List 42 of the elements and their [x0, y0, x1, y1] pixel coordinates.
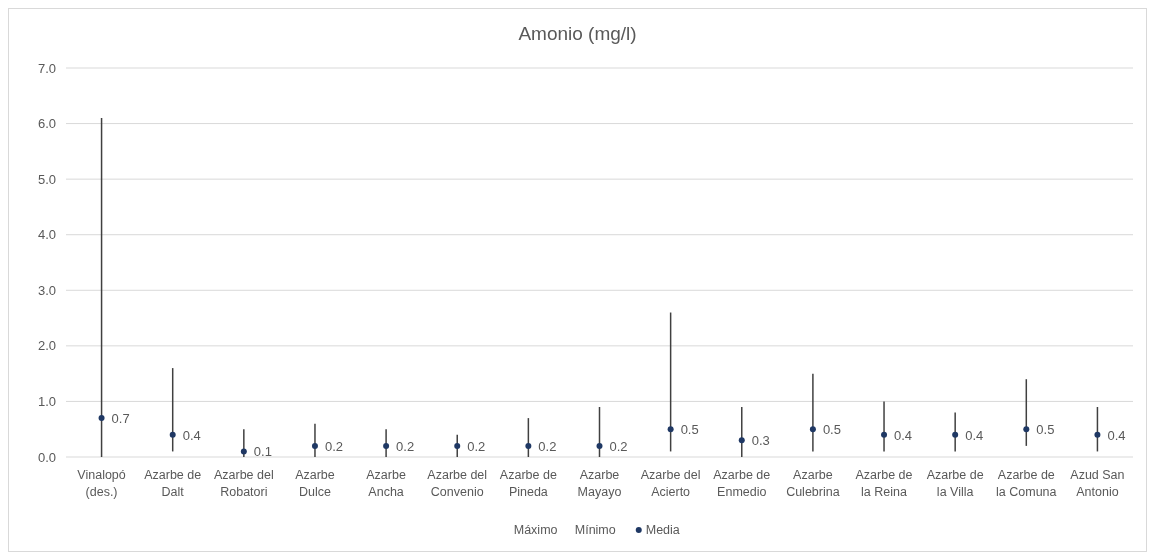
y-tick-label: 5.0	[37, 171, 56, 187]
x-tick-label: Azarbe de Pineda	[499, 468, 557, 499]
data-label: 0.1	[253, 444, 272, 460]
data-label: 0.4	[894, 427, 913, 443]
x-tick-label: Azarbe de Dalt	[144, 468, 202, 499]
data-label: 0.3	[751, 433, 770, 449]
data-label: 0.4	[1107, 427, 1126, 443]
data-label: 0.2	[324, 438, 344, 454]
x-tick-label: Azarbe del Acierto	[640, 468, 701, 499]
data-label: 0.5	[1036, 422, 1055, 438]
x-tick-label: Azarbe de la Comuna	[996, 468, 1057, 499]
x-tick-label: Azarbe del Robatori	[213, 468, 274, 499]
data-label: 0.2	[467, 438, 486, 454]
y-tick-label: 3.0	[37, 282, 56, 298]
y-tick-label: 4.0	[37, 227, 56, 243]
x-tick-label: Azarbe Dulce	[295, 468, 335, 499]
data-label: 0.2	[538, 438, 557, 454]
y-tick-label: 0.0	[37, 449, 56, 465]
data-label: 0.4	[965, 427, 984, 443]
data-label: 0.2	[609, 438, 628, 454]
data-label: 0.5	[822, 422, 841, 438]
legend-label: Media	[645, 523, 680, 537]
y-tick-label: 1.0	[37, 393, 56, 409]
y-tick-label: 6.0	[37, 116, 56, 132]
x-tick-label: Azarbe Ancha	[366, 468, 406, 499]
x-tick-label: Azarbe de la Reina	[855, 468, 913, 499]
x-tick-label: Azud San Antonio	[1070, 468, 1125, 499]
x-tick-label: Vinalopó (des.)	[77, 468, 126, 499]
x-tick-label: Azarbe de Enmedio	[713, 468, 771, 499]
data-label: 0.7	[111, 411, 130, 427]
data-label: 0.4	[182, 427, 201, 443]
y-tick-label: 7.0	[37, 60, 56, 76]
text: Mínimo	[574, 523, 616, 537]
chart-title: Amonio (mg/l)	[518, 23, 637, 44]
x-tick-label: Azarbe Culebrina	[786, 468, 840, 499]
x-tick-label: Azarbe Mayayo	[577, 468, 622, 499]
x-tick-label: Azarbe del Convenio	[427, 468, 488, 499]
data-label: 0.5	[680, 422, 699, 438]
data-label: 0.2	[396, 438, 415, 454]
x-tick-label: Azarbe de la Villa	[926, 468, 984, 499]
text: Máximo	[513, 523, 558, 537]
y-tick-label: 2.0	[37, 338, 56, 354]
